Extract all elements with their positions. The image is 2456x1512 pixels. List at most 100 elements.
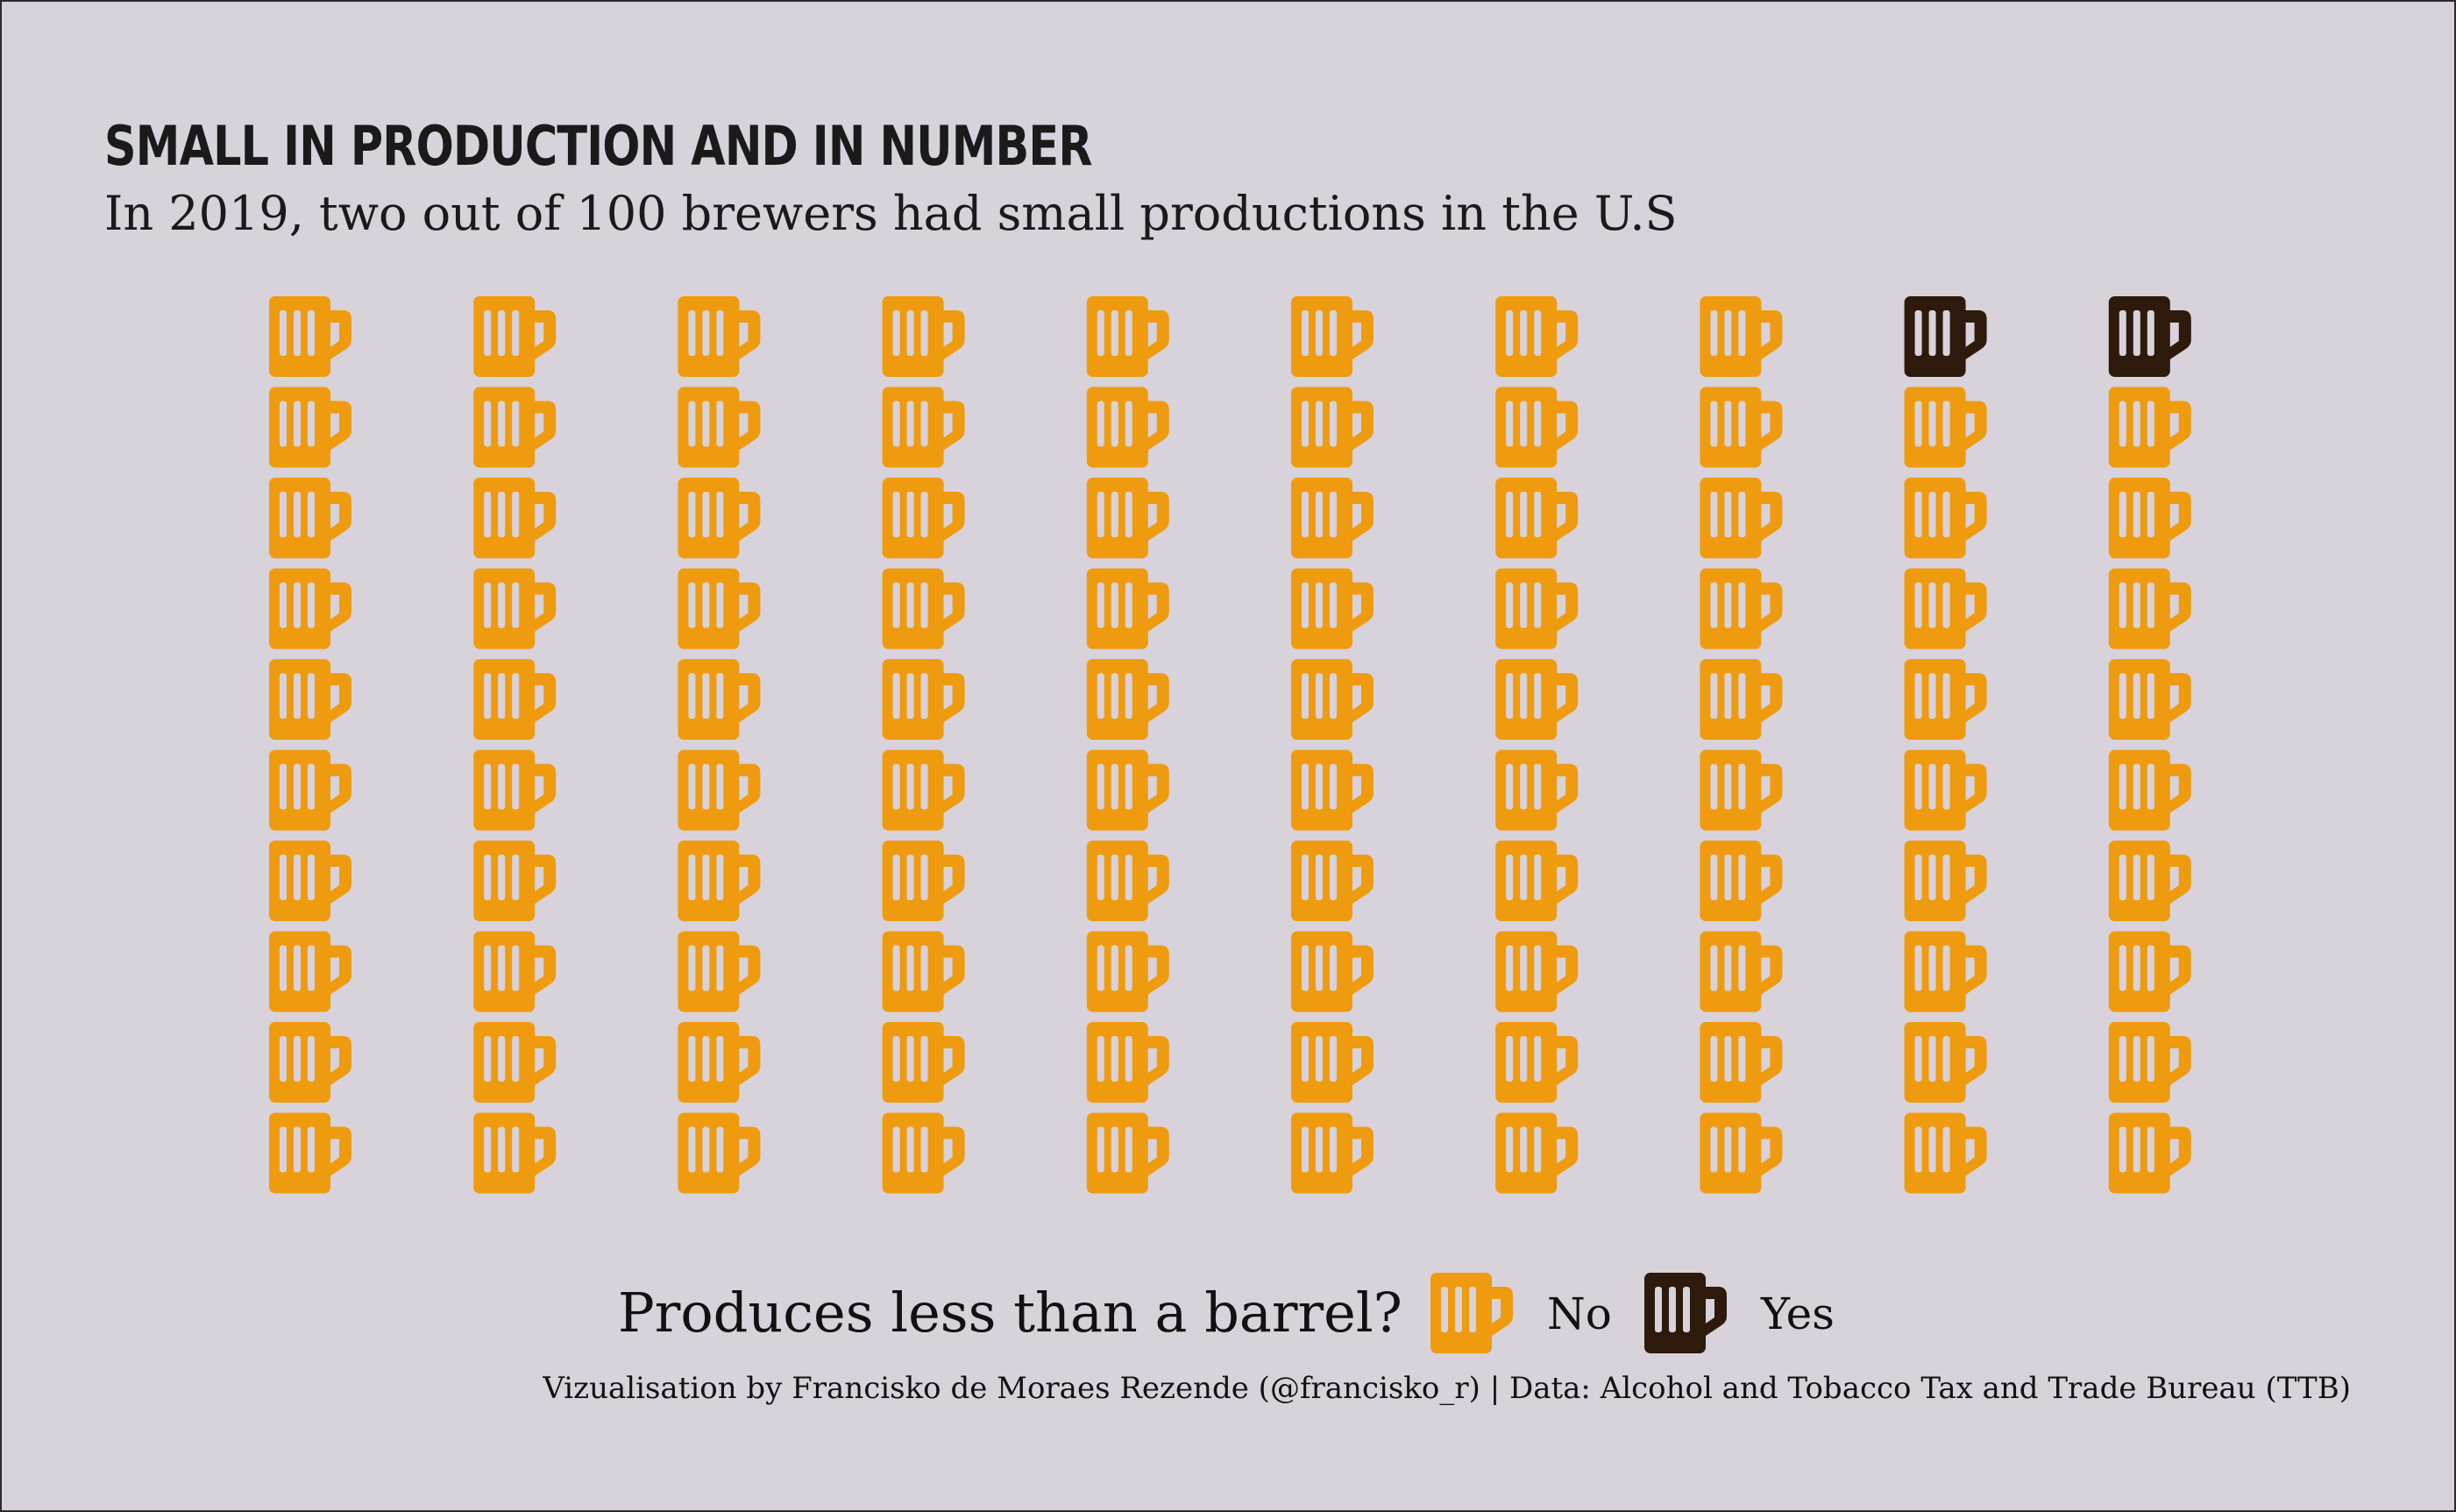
chart-subtitle: In 2019, two out of 100 brewers had smal… [104, 186, 1678, 241]
mug-icon-no [1495, 931, 1579, 1012]
waffle-grid [269, 296, 2191, 1194]
legend-no-mug-icon [1430, 1273, 1513, 1353]
mug-icon-no [2108, 841, 2191, 921]
mug-icon-no [269, 1022, 351, 1103]
mug-icon-no [1904, 478, 1987, 558]
chart-caption: Vizualisation by Francisko de Moraes Rez… [543, 1371, 2351, 1406]
mug-icon-no [882, 749, 965, 831]
mug-icon-no [1700, 749, 1783, 831]
legend-title: Produces less than a barrel? [618, 1281, 1402, 1345]
mug-icon-no [2108, 931, 2191, 1012]
mug-icon-no [1086, 841, 1169, 921]
mug-icon-no [1495, 296, 1579, 377]
legend-label-yes: Yes [1760, 1288, 1835, 1339]
mug-icon-no [1700, 296, 1783, 377]
mug-icon-no [1291, 568, 1374, 650]
mug-icon-no [2108, 1112, 2191, 1194]
mug-icon-no [1700, 931, 1783, 1012]
legend-label-no: No [1547, 1288, 1612, 1339]
mug-icon-no [1495, 1022, 1579, 1103]
mug-icon-no [269, 478, 351, 558]
mug-icon-no [1086, 296, 1169, 377]
mug-icon-no [269, 387, 351, 468]
legend-yes-mug-icon [1644, 1273, 1727, 1353]
mug-icon-no [882, 387, 965, 468]
mug-icon-no [1495, 841, 1579, 921]
mug-icon-no [1904, 931, 1987, 1012]
mug-icon-no [2108, 478, 2191, 558]
mug-icon-no [678, 659, 761, 740]
mug-icon-no [269, 296, 351, 377]
mug-icon-no [1495, 387, 1579, 468]
mug-icon-no [882, 659, 965, 740]
chart-title: SMALL IN PRODUCTION AND IN NUMBER [104, 114, 1092, 178]
mug-icon-no [1904, 387, 1987, 468]
mug-icon-no [1700, 478, 1783, 558]
mug-icon-no [1086, 749, 1169, 831]
mug-icon-no [882, 931, 965, 1012]
mug-icon-no [1291, 659, 1374, 740]
mug-icon-no [1291, 1022, 1374, 1103]
mug-icon-no [882, 478, 965, 558]
mug-icon-no [1086, 387, 1169, 468]
mug-icon-no [678, 1112, 761, 1194]
mug-icon-no [473, 478, 557, 558]
mug-icon-no [1291, 749, 1374, 831]
mug-icon-yes [1904, 296, 1987, 377]
mug-icon-no [2108, 568, 2191, 650]
mug-icon-no [473, 1022, 557, 1103]
mug-icon-no [1700, 1112, 1783, 1194]
mug-icon-yes [2108, 296, 2191, 377]
mug-icon-no [1495, 1112, 1579, 1194]
mug-icon-no [1700, 568, 1783, 650]
mug-icon-no [678, 296, 761, 377]
mug-icon-no [882, 568, 965, 650]
mug-icon-no [1700, 659, 1783, 740]
mug-icon-no [1086, 478, 1169, 558]
mug-icon-no [882, 1022, 965, 1103]
mug-icon-no [678, 568, 761, 650]
mug-icon-no [473, 1112, 557, 1194]
mug-icon-no [1495, 749, 1579, 831]
mug-icon-no [1904, 749, 1987, 831]
mug-icon-no [269, 841, 351, 921]
mug-icon-no [1904, 841, 1987, 921]
mug-icon-no [678, 1022, 761, 1103]
mug-icon-no [269, 1112, 351, 1194]
mug-icon-no [1904, 659, 1987, 740]
mug-icon-no [1291, 931, 1374, 1012]
mug-icon-no [269, 568, 351, 650]
mug-icon-no [473, 749, 557, 831]
mug-icon-no [1904, 1112, 1987, 1194]
mug-icon-no [2108, 1022, 2191, 1103]
mug-icon-no [2108, 387, 2191, 468]
mug-icon-no [473, 568, 557, 650]
mug-icon-no [882, 296, 965, 377]
mug-icon-no [1086, 1112, 1169, 1194]
mug-icon-no [678, 478, 761, 558]
mug-icon-yes [1644, 1273, 1727, 1353]
mug-icon-no [1904, 568, 1987, 650]
mug-icon-no [1430, 1273, 1513, 1353]
mug-icon-no [1291, 296, 1374, 377]
mug-icon-no [1904, 1022, 1987, 1103]
mug-icon-no [678, 387, 761, 468]
mug-icon-no [2108, 659, 2191, 740]
mug-icon-no [1700, 841, 1783, 921]
mug-icon-no [1495, 568, 1579, 650]
mug-icon-no [1086, 931, 1169, 1012]
mug-icon-no [473, 387, 557, 468]
mug-icon-no [1086, 568, 1169, 650]
mug-icon-no [269, 659, 351, 740]
mug-icon-no [678, 931, 761, 1012]
mug-icon-no [269, 931, 351, 1012]
mug-icon-no [882, 1112, 965, 1194]
mug-icon-no [882, 841, 965, 921]
mug-icon-no [1291, 478, 1374, 558]
mug-icon-no [1086, 659, 1169, 740]
mug-icon-no [1086, 1022, 1169, 1103]
mug-icon-no [473, 659, 557, 740]
mug-icon-no [1700, 387, 1783, 468]
